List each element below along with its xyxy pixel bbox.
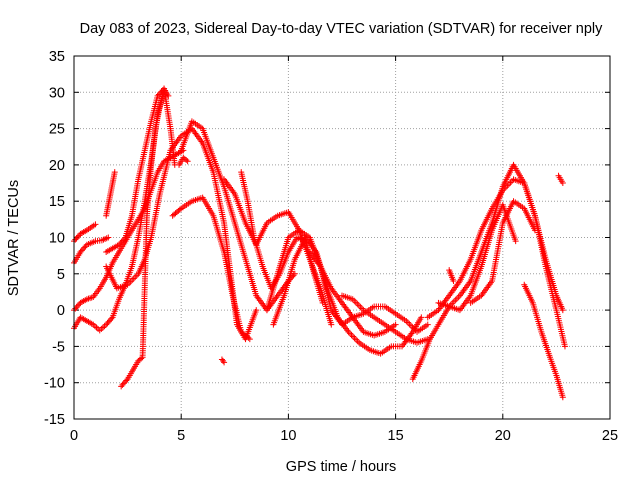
data-point [103, 321, 110, 328]
data-point [104, 320, 111, 327]
data-point [120, 380, 127, 387]
data-point [107, 317, 114, 324]
x-tick-label: 5 [177, 428, 185, 444]
data-point [220, 357, 227, 364]
data-point [418, 314, 425, 321]
data-point [184, 158, 191, 165]
series-track-y [176, 154, 191, 168]
data-point [253, 307, 260, 314]
data-point [78, 247, 85, 254]
plot-frame [73, 55, 611, 420]
series-track-r [424, 176, 568, 350]
series-track-v [521, 281, 566, 401]
data-point [559, 394, 566, 401]
data-point [512, 238, 519, 245]
data-point [450, 278, 457, 285]
data-point [118, 238, 125, 245]
data-point [221, 359, 228, 366]
data-point [531, 227, 538, 234]
y-tick-label: 10 [49, 231, 65, 247]
data-point [123, 377, 130, 384]
data-point [73, 304, 80, 311]
data-point [77, 249, 84, 256]
data-point [165, 92, 172, 99]
data-point [119, 381, 126, 388]
y-tick-label: 35 [49, 49, 65, 65]
data-point [246, 336, 253, 343]
chart-title: Day 083 of 2023, Sidereal Day-to-day VTE… [80, 21, 604, 37]
data-point [561, 343, 568, 350]
data-point [392, 321, 399, 328]
x-tick-label: 25 [602, 428, 618, 444]
x-tick-label: 10 [280, 428, 296, 444]
data-point [122, 378, 129, 385]
data-point [108, 315, 115, 322]
data-point [119, 237, 126, 244]
data-point [72, 236, 79, 243]
data-point [176, 206, 183, 213]
data-point [73, 235, 80, 242]
x-tick-label: 20 [495, 428, 511, 444]
series-track-a [71, 234, 112, 266]
data-point [158, 88, 165, 95]
data-point [72, 305, 79, 312]
data-point [105, 318, 112, 325]
data-point [116, 241, 123, 248]
data-point [82, 243, 89, 250]
data-point [118, 383, 125, 390]
series-track-p [339, 292, 431, 346]
y-tick-label: 0 [57, 303, 65, 319]
series-track-l [238, 169, 326, 306]
x-tick-label: 0 [70, 428, 78, 444]
y-tick-label: -5 [52, 339, 65, 355]
data-point [155, 91, 162, 98]
data-point [117, 240, 124, 247]
y-tick-label: 5 [57, 267, 65, 283]
y-tick-label: 20 [49, 158, 65, 174]
x-axis-label: GPS time / hours [286, 459, 396, 475]
data-point [81, 244, 88, 251]
y-tick-label: 30 [49, 85, 65, 101]
data-point [559, 307, 566, 314]
data-point [319, 299, 326, 306]
grid-lines [74, 56, 610, 419]
data-point [183, 157, 190, 164]
y-tick-label: 25 [49, 122, 65, 138]
series-track-x [218, 356, 228, 366]
data-point [92, 221, 99, 228]
data-point [121, 235, 128, 242]
data-point [154, 92, 161, 99]
series-track-i [169, 194, 253, 343]
data-point [105, 234, 112, 241]
series-track-t [446, 267, 457, 285]
data-points [71, 85, 568, 401]
axis-ticks: 0 5 10 15 20 25 -15 -10 -5 0 5 10 15 20 25 30 35 [44, 49, 618, 444]
series-track-c [103, 169, 118, 219]
data-point [559, 180, 566, 187]
data-point [80, 246, 87, 253]
data-point [328, 321, 335, 328]
data-point [111, 169, 118, 176]
series-track-s [435, 201, 519, 314]
series-track-w [555, 172, 566, 187]
series-track-g [103, 85, 178, 256]
data-point [138, 355, 145, 362]
x-tick-label: 15 [388, 428, 404, 444]
data-point [245, 334, 252, 341]
y-tick-label: 15 [49, 194, 65, 210]
data-point [424, 321, 431, 328]
y-axis-label: SDTVAR / TECUs [6, 180, 22, 296]
y-tick-label: -10 [44, 376, 65, 392]
series-track-b [71, 221, 99, 245]
data-point [74, 302, 81, 309]
data-point [74, 233, 81, 240]
series-track-u [467, 198, 538, 306]
y-tick-label: -15 [44, 412, 65, 428]
